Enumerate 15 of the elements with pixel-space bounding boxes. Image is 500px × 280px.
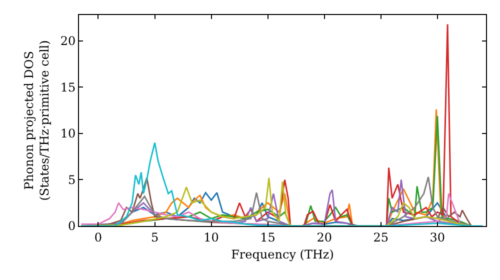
y-tick-label: 0: [68, 219, 76, 234]
x-axis-title: Frequency (THz): [231, 247, 334, 262]
line-series: [80, 142, 484, 226]
x-tick-label: 15: [260, 230, 276, 244]
x-tick-label: 20: [316, 230, 332, 244]
x-tick-label: 0: [94, 230, 102, 244]
x-tick-label: 10: [204, 230, 219, 244]
y-tick-label: 10: [60, 126, 76, 141]
y-axis-title: Phonon projected DOS (States/THz·primitive cell): [22, 40, 52, 201]
x-tick-label: 30: [430, 230, 446, 244]
x-tick-label: 5: [150, 230, 159, 244]
y-tick-label: 5: [68, 172, 76, 187]
y-tick-label: 20: [60, 34, 76, 48]
x-tick-label: 25: [373, 230, 388, 244]
y-tick-label: 15: [60, 80, 76, 94]
